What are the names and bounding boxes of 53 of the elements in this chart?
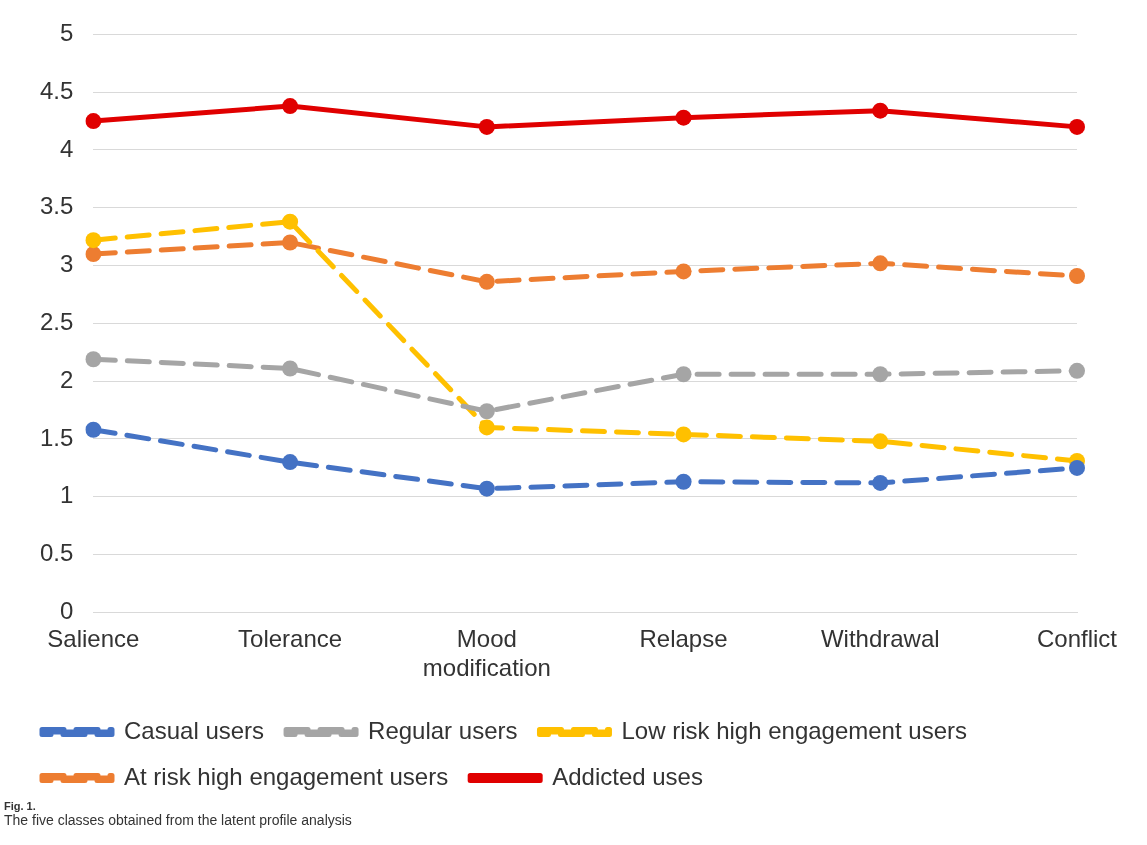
- point: [85, 113, 102, 130]
- point: [872, 474, 889, 491]
- y-tick-label: 0: [60, 597, 74, 625]
- x-tick-label: Tolerance: [238, 625, 343, 653]
- point: [872, 366, 889, 383]
- x-tick-label: Conflict: [1036, 625, 1118, 653]
- x-tick-label: Withdrawal: [820, 625, 940, 653]
- point: [85, 246, 102, 263]
- legend-label: Addicted uses: [552, 762, 703, 790]
- point: [85, 232, 102, 249]
- point: [478, 273, 495, 290]
- point: [872, 255, 889, 272]
- point: [1069, 362, 1085, 379]
- y-tick-label: 2: [60, 365, 74, 393]
- y-tick-label: 5: [60, 19, 74, 47]
- y-tick-label: 1: [60, 481, 74, 509]
- point: [675, 473, 692, 490]
- point: [478, 118, 495, 135]
- point: [282, 234, 299, 251]
- x-tick-label: Mood modification: [422, 625, 551, 682]
- point: [478, 419, 495, 436]
- point: [675, 366, 692, 383]
- point: [478, 480, 495, 497]
- point: [675, 109, 692, 126]
- point: [282, 98, 299, 115]
- x-tick-label: Salience: [47, 625, 140, 653]
- point: [478, 403, 495, 420]
- point: [85, 421, 102, 438]
- point: [85, 351, 102, 368]
- point: [872, 433, 889, 450]
- legend-label: Low risk high engagement users: [621, 716, 967, 744]
- x-tick-label: Relapse: [639, 625, 728, 653]
- text: The five classes obtained from the latent profile analysis: [4, 812, 353, 828]
- point: [1069, 268, 1085, 284]
- point: [282, 360, 299, 377]
- point: [282, 454, 299, 471]
- point: [282, 213, 299, 230]
- point: [1069, 459, 1085, 476]
- y-tick-label: 2.5: [39, 308, 74, 336]
- y-tick-label: 3: [60, 250, 74, 278]
- legend-label: At risk high engagement users: [124, 762, 449, 790]
- legend-label: Regular users: [368, 716, 518, 744]
- legend-label: Casual users: [124, 716, 265, 744]
- y-tick-label: 4: [60, 134, 74, 162]
- y-tick-label: 3.5: [39, 192, 74, 220]
- point: [1069, 118, 1085, 135]
- point: [872, 102, 889, 119]
- y-tick-label: 0.5: [39, 539, 74, 567]
- point: [675, 263, 692, 280]
- y-tick-label: 4.5: [39, 76, 74, 104]
- point: [675, 426, 692, 443]
- y-tick-label: 1.5: [39, 423, 74, 451]
- caption: Fig. 1.: [4, 800, 37, 812]
